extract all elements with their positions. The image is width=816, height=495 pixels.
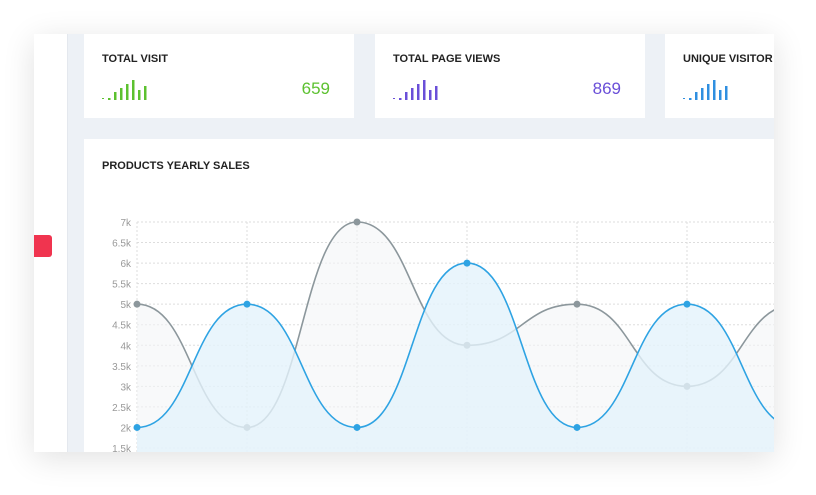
y-tick-label: 3.5k bbox=[112, 362, 132, 373]
stat-card-total-visit: TOTAL VISIT 659 bbox=[84, 34, 354, 118]
spark-bar bbox=[132, 80, 135, 100]
sidebar bbox=[34, 34, 68, 452]
spark-bar bbox=[144, 86, 147, 100]
sales-chart-card: PRODUCTS YEARLY SALES 1.5k 2k 2.5k 3k 3.5k 4k… bbox=[84, 139, 774, 452]
spark-bar bbox=[126, 84, 129, 100]
y-tick-label: 2.5k bbox=[112, 403, 132, 414]
spark-bar bbox=[719, 90, 722, 100]
sales-chart: 1.5k 2k 2.5k 3k 3.5k 4k 4.5k 5k 5.5k 6k 6.5k 7k bbox=[112, 218, 774, 452]
sparkline bbox=[683, 80, 728, 100]
spark-bar bbox=[707, 84, 710, 100]
spark-bar bbox=[120, 88, 123, 100]
spark-bar bbox=[725, 86, 728, 100]
data-point[interactable] bbox=[573, 423, 581, 431]
y-tick-label: 7k bbox=[120, 218, 132, 229]
spark-bar bbox=[701, 88, 704, 100]
spark-bar bbox=[411, 88, 414, 100]
spark-dot bbox=[102, 98, 104, 99]
y-tick-label: 3k bbox=[120, 382, 132, 393]
y-tick-label: 6.5k bbox=[112, 239, 132, 250]
y-tick-label: 2k bbox=[120, 423, 132, 434]
spark-bar bbox=[417, 84, 420, 100]
data-point[interactable] bbox=[463, 259, 471, 267]
spark-bar bbox=[405, 92, 408, 100]
data-point[interactable] bbox=[353, 218, 361, 226]
data-point[interactable] bbox=[133, 300, 141, 308]
stat-value: 869 bbox=[592, 79, 621, 98]
stat-value: 659 bbox=[301, 79, 330, 98]
spark-bar bbox=[399, 98, 402, 100]
dashboard: TOTAL VISIT 659 TOTAL PAGE VIEWS 869 UNI… bbox=[34, 34, 774, 452]
y-tick-label: 4.5k bbox=[112, 321, 132, 332]
stat-title: UNIQUE VISITOR bbox=[683, 53, 773, 65]
data-point[interactable] bbox=[243, 300, 251, 308]
spark-bar bbox=[138, 90, 141, 100]
spark-dot bbox=[393, 98, 395, 99]
stat-card-unique-visitor: UNIQUE VISITOR bbox=[665, 34, 774, 118]
spark-dot bbox=[683, 98, 685, 99]
spark-bar bbox=[114, 92, 117, 100]
stat-title: TOTAL VISIT bbox=[102, 53, 169, 65]
y-tick-label: 5.5k bbox=[112, 280, 132, 291]
stat-title: TOTAL PAGE VIEWS bbox=[393, 53, 501, 65]
y-tick-label: 4k bbox=[120, 341, 132, 352]
sparkline bbox=[393, 80, 438, 100]
data-point[interactable] bbox=[683, 300, 691, 308]
data-point[interactable] bbox=[353, 423, 361, 431]
sparkline bbox=[102, 80, 147, 100]
chart-title: PRODUCTS YEARLY SALES bbox=[102, 160, 250, 172]
spark-bar bbox=[695, 92, 698, 100]
y-tick-label: 5k bbox=[120, 300, 132, 311]
sidebar-toggle-button[interactable] bbox=[34, 235, 52, 257]
spark-bar bbox=[435, 86, 438, 100]
data-point[interactable] bbox=[133, 423, 141, 431]
spark-bar bbox=[423, 80, 426, 100]
y-tick-label: 6k bbox=[120, 259, 132, 270]
spark-bar bbox=[108, 98, 111, 100]
y-tick-label: 1.5k bbox=[112, 444, 132, 452]
spark-bar bbox=[713, 80, 716, 100]
data-point[interactable] bbox=[573, 300, 581, 308]
spark-bar bbox=[429, 90, 432, 100]
series-area bbox=[137, 263, 774, 452]
spark-bar bbox=[689, 98, 692, 100]
stat-card-total-page-views: TOTAL PAGE VIEWS 869 bbox=[375, 34, 645, 118]
